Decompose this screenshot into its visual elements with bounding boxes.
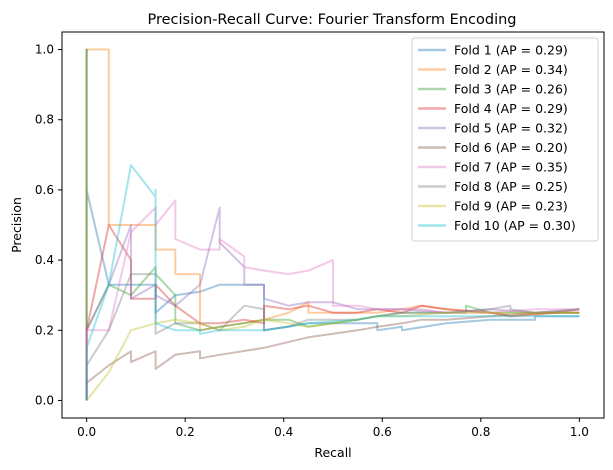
legend-label: Fold 6 (AP = 0.20) <box>454 140 568 155</box>
x-tick-label: 0.0 <box>77 425 96 439</box>
series-line-fold-1 <box>85 48 580 401</box>
legend-label: Fold 2 (AP = 0.34) <box>454 62 568 77</box>
series-layer <box>85 48 580 402</box>
legend-label: Fold 8 (AP = 0.25) <box>454 179 568 194</box>
y-tick-label: 0.4 <box>35 253 54 267</box>
x-axis: 0.0 0.2 0.4 0.6 0.8 1.0 <box>77 418 589 439</box>
y-tick-label: 0.6 <box>35 183 54 197</box>
legend-label: Fold 4 (AP = 0.29) <box>454 101 568 116</box>
y-tick-label: 0.8 <box>35 113 54 127</box>
y-tick-label: 1.0 <box>35 43 54 57</box>
legend: Fold 1 (AP = 0.29) Fold 2 (AP = 0.34) Fold… <box>411 37 599 242</box>
plot-frame <box>61 31 605 419</box>
x-tick-label: 1.0 <box>570 425 589 439</box>
legend-label: Fold 5 (AP = 0.32) <box>454 121 568 136</box>
x-tick-label: 0.8 <box>471 425 490 439</box>
y-tick-label: 0.2 <box>35 323 54 337</box>
legend-label: Fold 10 (AP = 0.30) <box>454 218 576 233</box>
legend-label: Fold 7 (AP = 0.35) <box>454 160 568 175</box>
series-line-fold-10 <box>85 164 580 401</box>
legend-label: Fold 9 (AP = 0.23) <box>454 199 568 214</box>
series-line-fold-8 <box>85 273 580 401</box>
y-axis-label: Precision <box>9 197 24 253</box>
chart-title: Precision-Recall Curve: Fourier Transfor… <box>148 12 517 28</box>
legend-box <box>411 37 599 242</box>
series-line-fold-7 <box>85 199 580 401</box>
series-line-fold-4 <box>85 224 580 401</box>
y-axis: 0.0 0.2 0.4 0.6 0.8 1.0 <box>35 43 62 407</box>
legend-label: Fold 1 (AP = 0.29) <box>454 43 568 58</box>
x-tick-label: 0.6 <box>373 425 392 439</box>
x-tick-label: 0.4 <box>274 425 293 439</box>
x-axis-label: Recall <box>314 445 351 460</box>
series-line-fold-2 <box>85 48 580 401</box>
x-tick-label: 0.2 <box>176 425 195 439</box>
legend-label: Fold 3 (AP = 0.26) <box>454 82 568 97</box>
y-tick-label: 0.0 <box>35 393 54 407</box>
series-line-fold-5 <box>85 206 580 401</box>
series-line-fold-9 <box>85 311 580 402</box>
series-line-fold-3 <box>85 48 580 401</box>
series-line-fold-6 <box>85 311 580 401</box>
